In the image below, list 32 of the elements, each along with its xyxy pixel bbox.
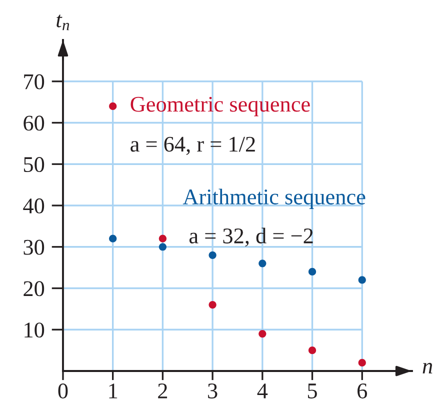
x-tick-label: 1 — [109, 384, 118, 398]
y-axis-title: t$_{n}$ — [56, 14, 70, 30]
point — [109, 234, 117, 242]
annotation: a = 32, d = −2 — [189, 228, 313, 247]
point — [158, 243, 166, 251]
y-tick-label: 10 — [24, 322, 44, 338]
x-tick-label: 2 — [158, 384, 168, 398]
point — [358, 276, 366, 284]
series-label: Arithmetic sequence — [182, 188, 366, 209]
point — [308, 346, 316, 354]
point — [109, 102, 117, 110]
y-tick-label: 40 — [23, 198, 44, 214]
y-tick-label: 50 — [24, 157, 44, 172]
annotation: a = 64, r = 1/2 — [130, 136, 255, 155]
point — [208, 301, 216, 309]
y-tick-label: 70 — [24, 74, 44, 90]
point — [258, 330, 266, 338]
y-tick-label: 30 — [24, 240, 44, 255]
x-tick-label: 3 — [208, 384, 218, 398]
point — [158, 234, 166, 242]
x-tick-label: 6 — [358, 384, 368, 398]
x-tick-label: 0 — [58, 383, 68, 398]
point — [258, 260, 266, 268]
x-tick-label: 5 — [308, 384, 317, 398]
y-tick-label: 20 — [24, 281, 44, 296]
x-tick-label: 4 — [257, 384, 268, 398]
series-label: Geometric sequence — [130, 96, 310, 116]
point — [308, 268, 316, 276]
y-tick-label: 60 — [24, 116, 44, 131]
point — [208, 251, 216, 259]
point — [358, 358, 366, 367]
x-axis-title: n — [422, 362, 432, 374]
